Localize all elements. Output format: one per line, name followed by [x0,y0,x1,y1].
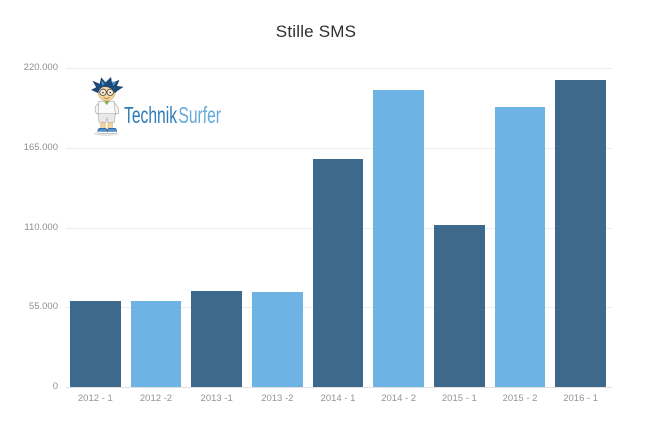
bar-2015-2 [494,107,546,387]
y-axis-tick-label: 165.000 [23,141,58,153]
bar-2016-1 [555,80,606,387]
bar-2012-1 [70,300,121,387]
gridline-0 [66,387,612,388]
y-axis-tick-label: 55.000 [28,301,58,313]
x-axis-tick-label: 2013 -2 [261,393,294,404]
brand-surfer-text: Surfer [178,102,221,128]
bar-2012-2 [130,301,182,387]
bar-2013-2 [252,292,303,387]
brand-technik-text: Technik [124,102,178,128]
brand-wordmark: TechnikSurfer [124,102,221,129]
x-axis-tick-label: 2012 -2 [139,393,173,404]
x-axis-tick-label: 2012 - 1 [77,393,113,404]
x-axis-tick-label: 2014 - 2 [381,393,417,404]
techniksurfer-mascot-icon [91,77,124,136]
techniksurfer-logo: TechnikSurfer [88,77,267,137]
y-axis-tick-label: 0 [52,381,58,392]
x-axis-tick-label: 2013 -1 [200,393,233,404]
y-axis-tick-label: 110.000 [24,221,58,233]
bar-2015-1 [434,225,485,387]
bar-2014-1 [312,158,364,387]
x-axis-tick-label: 2015 - 1 [441,393,477,404]
y-axis-tick-label: 220.000 [23,62,58,73]
bar-2014-2 [373,90,424,387]
x-axis-tick-label: 2016 - 1 [563,393,599,404]
bar-2013-1 [191,291,242,387]
x-axis-tick-label: 2014 - 1 [320,393,356,404]
gridline-220000 [66,68,612,69]
plot-area [66,68,612,388]
x-axis-tick-label: 2015 - 2 [502,393,538,404]
chart-title: Stille SMS [275,22,357,41]
gridline-165000 [66,147,612,149]
